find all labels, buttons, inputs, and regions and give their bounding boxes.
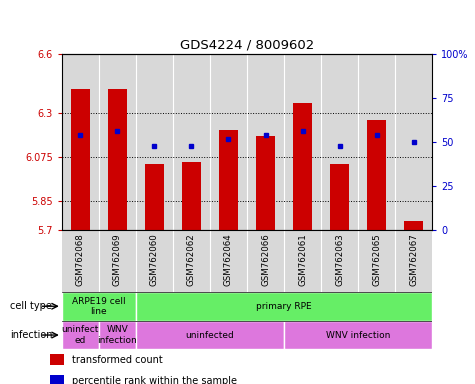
Text: GSM762069: GSM762069: [113, 233, 122, 286]
Bar: [136, 230, 173, 292]
Title: GDS4224 / 8009602: GDS4224 / 8009602: [180, 38, 314, 51]
Text: transformed count: transformed count: [72, 355, 162, 365]
Bar: [99, 54, 136, 230]
Bar: [321, 54, 358, 230]
Bar: [247, 230, 284, 292]
Bar: [358, 54, 395, 230]
Bar: [62, 230, 99, 292]
Bar: [136, 321, 284, 349]
Text: cell type: cell type: [10, 301, 52, 311]
Bar: [395, 230, 432, 292]
Text: WNV
infection: WNV infection: [97, 325, 137, 345]
Text: GSM762061: GSM762061: [298, 233, 307, 286]
Bar: [99, 321, 136, 349]
Text: GSM762066: GSM762066: [261, 233, 270, 286]
Bar: [256, 136, 275, 230]
Bar: [173, 54, 210, 230]
Bar: [62, 292, 136, 321]
Bar: [136, 54, 173, 230]
Bar: [284, 321, 432, 349]
Text: ARPE19 cell
line: ARPE19 cell line: [72, 296, 125, 316]
Bar: [50, 376, 64, 384]
Bar: [284, 230, 321, 292]
Bar: [108, 89, 126, 230]
Bar: [99, 230, 136, 292]
Bar: [405, 220, 423, 230]
Bar: [136, 292, 432, 321]
Text: uninfect
ed: uninfect ed: [62, 325, 99, 345]
Bar: [50, 354, 64, 366]
Text: GSM762060: GSM762060: [150, 233, 159, 286]
Text: GSM762065: GSM762065: [372, 233, 381, 286]
Text: GSM762068: GSM762068: [76, 233, 85, 286]
Bar: [62, 54, 99, 230]
Bar: [321, 230, 358, 292]
Text: primary RPE: primary RPE: [256, 302, 312, 311]
Bar: [358, 230, 395, 292]
Bar: [219, 130, 238, 230]
Bar: [145, 164, 163, 230]
Bar: [284, 54, 321, 230]
Bar: [62, 321, 99, 349]
Text: GSM762064: GSM762064: [224, 233, 233, 286]
Text: GSM762062: GSM762062: [187, 233, 196, 286]
Bar: [247, 54, 284, 230]
Bar: [173, 230, 210, 292]
Text: GSM762063: GSM762063: [335, 233, 344, 286]
Bar: [71, 89, 89, 230]
Text: WNV infection: WNV infection: [326, 331, 390, 339]
Bar: [395, 54, 432, 230]
Bar: [210, 230, 247, 292]
Bar: [293, 103, 312, 230]
Text: uninfected: uninfected: [186, 331, 234, 339]
Text: infection: infection: [10, 330, 52, 340]
Bar: [331, 164, 349, 230]
Bar: [182, 162, 201, 230]
Bar: [368, 121, 386, 230]
Text: percentile rank within the sample: percentile rank within the sample: [72, 376, 237, 384]
Text: GSM762067: GSM762067: [409, 233, 418, 286]
Bar: [210, 54, 247, 230]
